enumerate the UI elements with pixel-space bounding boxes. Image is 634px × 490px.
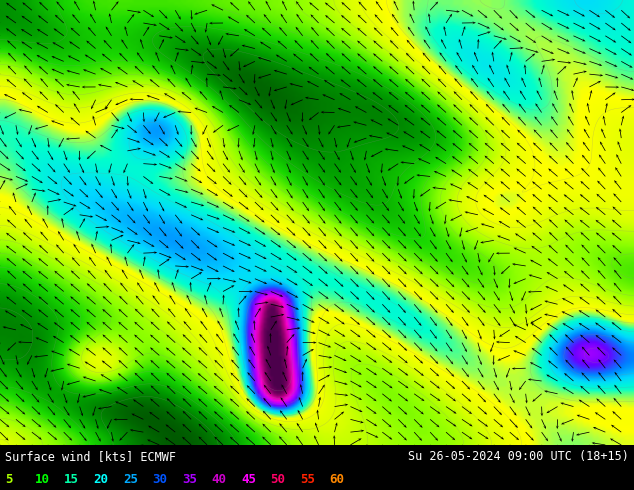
Text: 45: 45 [241,473,256,487]
Text: 25: 25 [123,473,138,487]
Text: 55: 55 [300,473,315,487]
Text: 60: 60 [330,473,345,487]
Text: Su 26-05-2024 09:00 UTC (18+15): Su 26-05-2024 09:00 UTC (18+15) [408,450,629,464]
Text: Surface wind [kts] ECMWF: Surface wind [kts] ECMWF [5,450,176,464]
Text: 15: 15 [64,473,79,487]
Text: 30: 30 [153,473,167,487]
Text: 40: 40 [212,473,226,487]
Text: 35: 35 [182,473,197,487]
Text: 10: 10 [35,473,49,487]
Text: 20: 20 [94,473,108,487]
Text: 50: 50 [271,473,286,487]
Text: 5: 5 [5,473,13,487]
